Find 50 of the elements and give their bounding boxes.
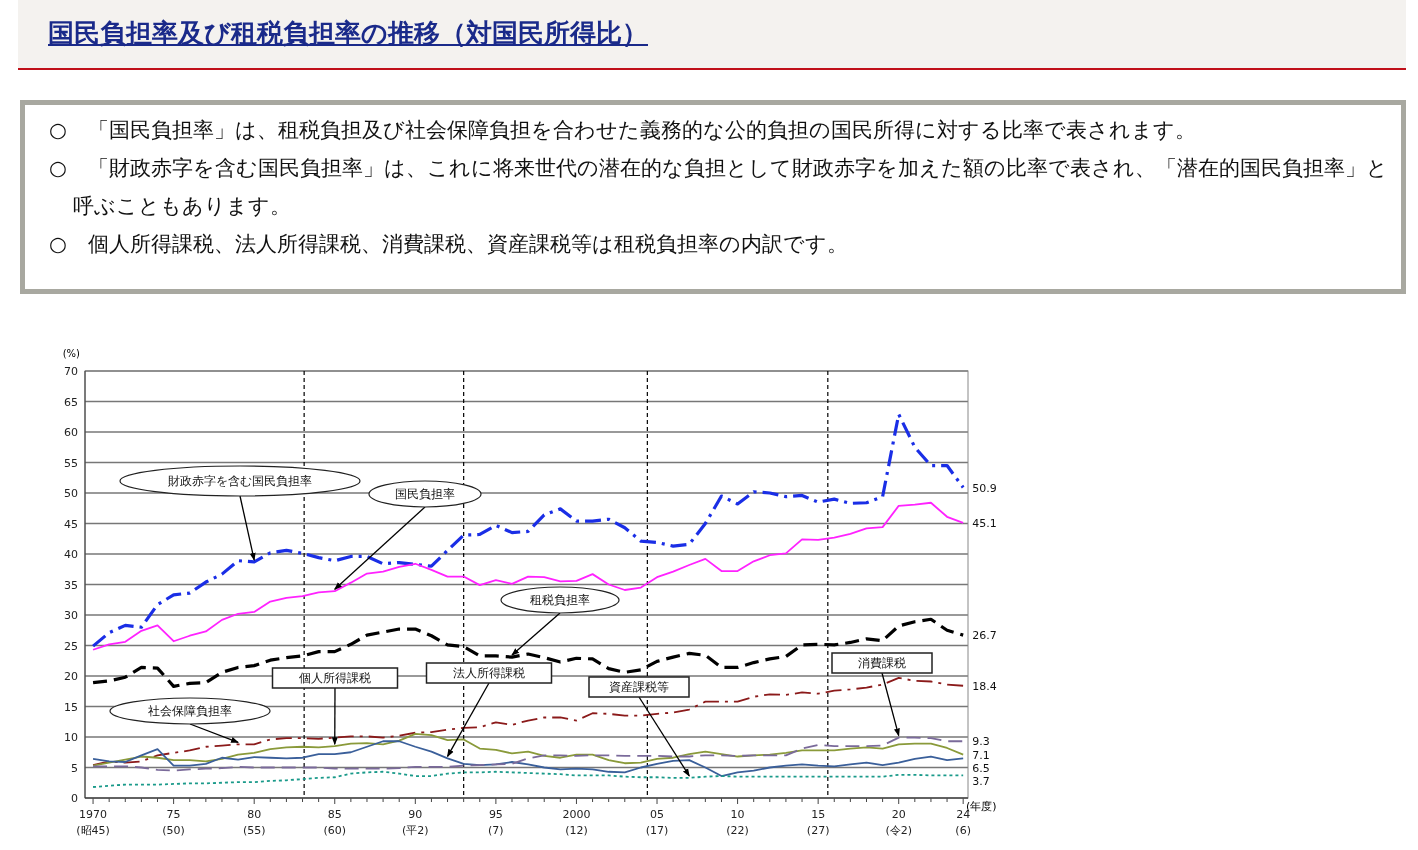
y-tick-label: 70: [64, 365, 78, 378]
text: 資産課税等: [609, 680, 669, 694]
x-tick-label: 1970 (昭45): [76, 808, 110, 837]
x-tick-label: 2000 (12): [562, 808, 591, 837]
y-tick-label: 45: [64, 517, 78, 531]
x-tick-label: 80 (55): [242, 808, 266, 837]
text: ○ 「財政赤字を含む国民負担率」は、これに将来世代の潜在的な負担として財政赤字を加えた額の比率で表され、「潜在的国民負担率」と呼ぶこともあります。: [49, 155, 1389, 220]
y-tick-label: 50: [64, 487, 78, 500]
text: 財政赤字を含む国民負担率: [168, 474, 312, 488]
y-tick-label: 20: [64, 670, 78, 683]
x-tick-label: 20 (令2): [885, 808, 913, 837]
data-label: 45.1: [972, 516, 997, 530]
y-tick-label: 35: [64, 578, 78, 592]
x-tick-label: 75 (50): [162, 808, 185, 837]
data-label: 3.7: [972, 774, 990, 788]
x-tick-label: 90 (平2): [402, 808, 429, 837]
text: 個人所得課税: [299, 671, 371, 685]
line-series: [92, 501, 965, 651]
y-tick-label: 5: [71, 761, 78, 775]
data-label: 50.9: [972, 481, 997, 495]
y-tick-label: 55: [64, 456, 78, 470]
data-label: 26.7: [972, 629, 997, 643]
data-label: 9.3: [972, 735, 990, 749]
text: 国民負担率: [395, 487, 455, 501]
y-tick-label: 40: [64, 548, 78, 561]
data-label: 7.1: [972, 748, 990, 762]
line-series: [91, 412, 965, 648]
x-tick-label: 05 (17): [645, 808, 669, 837]
y-tick-label: 25: [64, 639, 78, 653]
text: 法人所得課税: [453, 666, 525, 680]
line-series: [92, 770, 965, 788]
y-axis-title: (%): [62, 348, 81, 359]
text: 租税負担率: [530, 593, 590, 607]
data-label: 6.5: [972, 761, 990, 775]
y-tick-label: 60: [64, 426, 78, 439]
text: ○ 「国民負担率」は、租税負担及び社会保障負担を合わせた義務的な公的負担の国民所得に対する比率で表されます。: [49, 117, 1197, 144]
text: 社会保障負担率: [148, 704, 232, 718]
x-tick-label: 95 (7): [488, 808, 504, 837]
y-tick-label: 0: [71, 792, 78, 805]
y-tick-label: 65: [64, 395, 78, 409]
x-tick-label: 10 (22): [726, 808, 749, 837]
data-label: 18.4: [972, 679, 997, 693]
text: ○ 個人所得課税、法人所得課税、消費課税、資産課税等は租税負担率の内訳です。: [49, 231, 849, 258]
chart-title: 国民負担率及び租税負担率の推移（対国民所得比）: [48, 17, 648, 50]
y-tick-label: 10: [64, 731, 78, 744]
y-tick-label: 30: [64, 609, 78, 622]
x-tick-label: 85 (60): [323, 808, 347, 837]
y-tick-label: 15: [64, 700, 78, 714]
text: 消費課税: [858, 656, 906, 670]
x-tick-label: 15 (27): [806, 808, 830, 837]
